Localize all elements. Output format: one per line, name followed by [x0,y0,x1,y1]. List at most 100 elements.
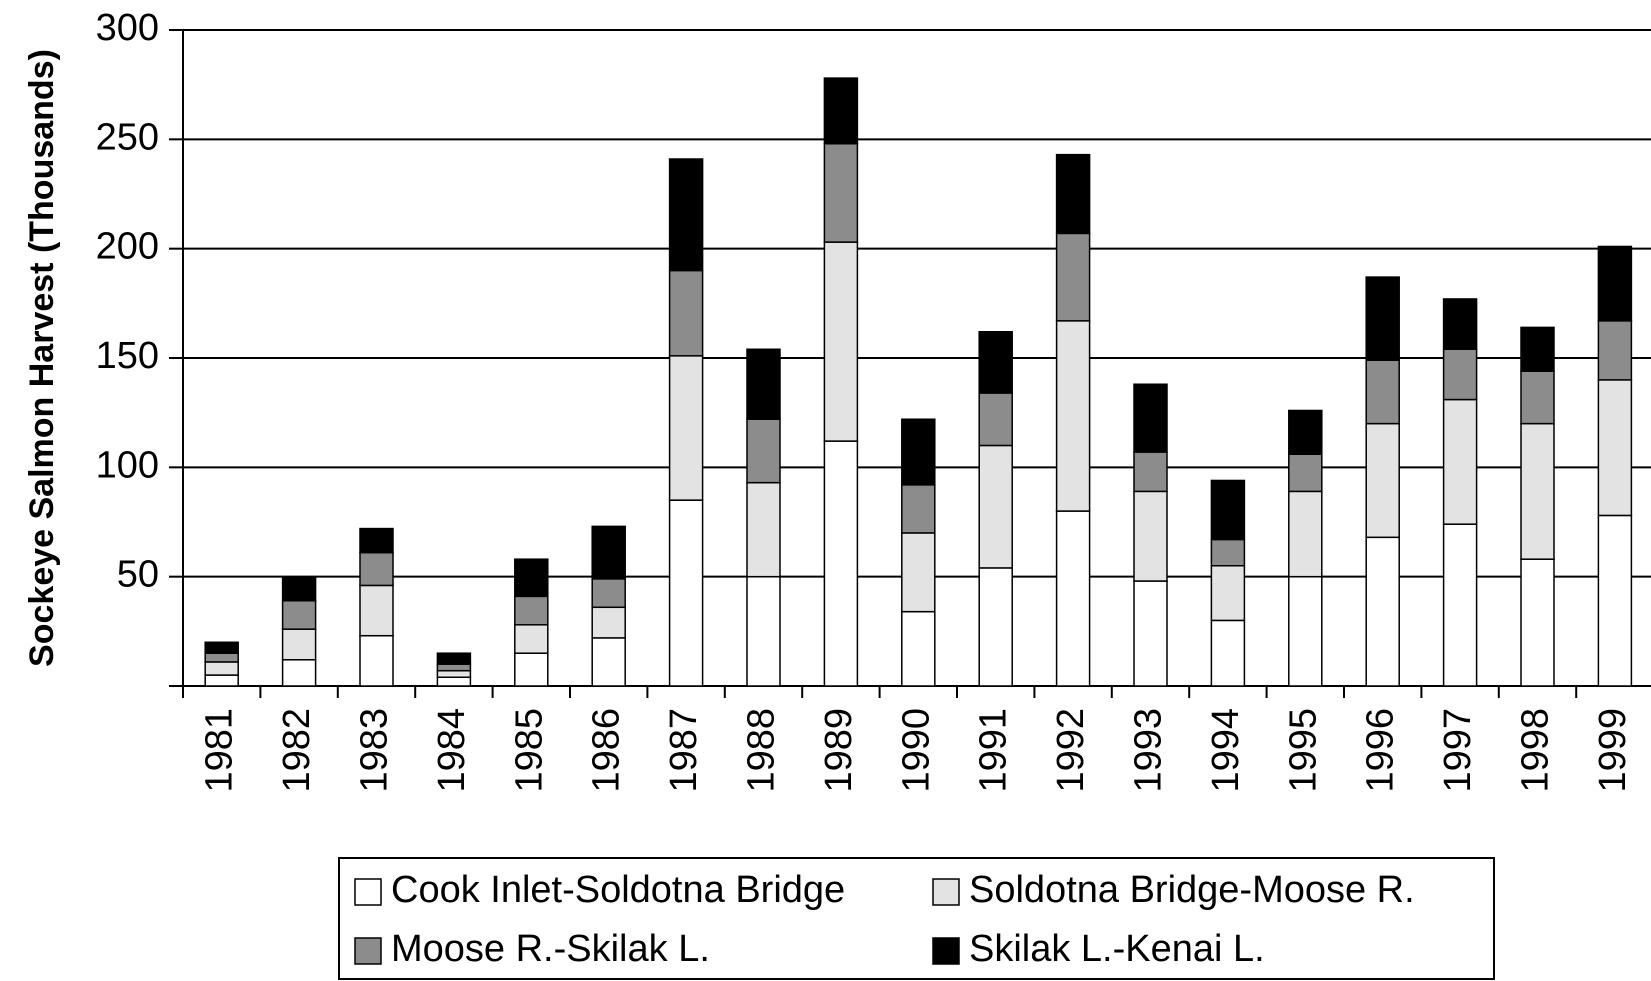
legend-swatch [354,878,382,906]
bar-segment [901,610,936,687]
bar-segment [746,348,781,420]
bar-segment [746,481,781,578]
bar-segment [823,142,859,243]
bar-segment [1055,153,1091,235]
bar-segment [1597,320,1633,381]
legend-label: Cook Inlet-Soldotna Bridge [391,869,845,911]
bar-segment [1288,453,1323,493]
bar-segment [746,575,781,687]
x-tick-label: 1989 [818,708,860,793]
x-tick-label: 1988 [741,708,783,793]
bar-segment [1133,451,1168,493]
bar-segment [1442,348,1478,401]
x-tick-label: 1981 [199,708,241,793]
bar-segment [668,269,704,357]
bar-segment [591,637,626,687]
bar-segment [1365,359,1400,425]
x-tick-label: 1999 [1592,708,1634,793]
bar-segment [204,641,239,654]
bar-segment [978,392,1013,447]
x-tick-label: 1996 [1360,708,1402,793]
bar-segment [1520,422,1555,560]
bar-segment [823,241,859,442]
bar-segment [823,440,859,687]
legend-label: Soldotna Bridge-Moose R. [969,869,1415,911]
bar-segment [746,418,781,484]
bar-segment [204,674,239,687]
x-tick-label: 1995 [1282,708,1324,793]
y-tick-label: 50 [117,554,159,596]
legend-box [338,857,1495,980]
x-tick-label: 1987 [663,708,705,793]
bar-segment [281,628,317,661]
bar-segment [901,484,936,534]
bar-segment [359,634,394,687]
bar-segment [204,661,239,676]
bar-segment [901,532,936,613]
legend-swatch [932,937,960,965]
bar-segment [1288,490,1323,578]
bar-segment [1442,523,1478,687]
bar-segment [281,599,317,630]
x-tick-label: 1991 [973,708,1015,793]
bar-segment [514,652,549,687]
bar-segment [514,558,549,598]
x-tick-label: 1982 [276,708,318,793]
bar-segment [1055,232,1091,322]
bar-segment [281,575,317,602]
legend-label: Skilak L.-Kenai L. [969,928,1265,970]
bar-segment [978,567,1013,687]
bar-segment [668,355,704,501]
bar-segment [514,624,549,654]
bar-segment [1055,320,1091,512]
bar-segment [668,499,704,687]
bar-segment [1288,575,1323,687]
x-tick-label: 1983 [354,708,396,793]
bar-segment [1520,558,1555,687]
bar-segment [436,663,472,672]
bar-segment [1133,490,1168,582]
x-tick-label: 1990 [895,708,937,793]
bar-segment [436,652,472,665]
x-tick-label: 1993 [1128,708,1170,793]
bar-segment [1133,383,1168,453]
bar-segment [1442,398,1478,525]
bar-segment [514,595,549,626]
bar-segment [1288,409,1323,455]
bar-segment [281,659,317,687]
x-tick-label: 1985 [508,708,550,793]
bar-segment [901,418,936,486]
bar-segment [1133,580,1168,687]
x-tick-label: 1997 [1437,708,1479,793]
y-tick-label: 150 [96,335,159,377]
bar-segment [1055,510,1091,687]
y-tick-label: 300 [96,7,159,49]
x-tick-label: 1994 [1205,708,1247,793]
bar-segment [1442,298,1478,351]
bar-segment [1365,536,1400,687]
x-tick-label: 1986 [586,708,628,793]
bar-segment [1210,564,1246,622]
x-tick-label: 1984 [431,708,473,793]
y-tick-label: 250 [96,116,159,158]
bar-segment [1365,422,1400,539]
x-tick-label: 1992 [1050,708,1092,793]
bar-segment [1520,326,1555,372]
bar-segment [591,606,626,639]
bar-segment [668,158,704,272]
bar-segment [1597,514,1633,687]
bar-segment [359,527,394,554]
legend-swatch [354,937,382,965]
bar-segment [1365,276,1400,361]
bar-segment [1210,619,1246,687]
y-tick-label: 100 [96,444,159,486]
bar-segment [978,331,1013,394]
bar-segment [1520,370,1555,425]
y-tick-label: 200 [96,226,159,268]
bar-segment [1210,538,1246,567]
bar-segment [436,676,472,687]
bar-segment [978,444,1013,569]
x-tick-label: 1998 [1515,708,1557,793]
bar-segment [591,578,626,609]
